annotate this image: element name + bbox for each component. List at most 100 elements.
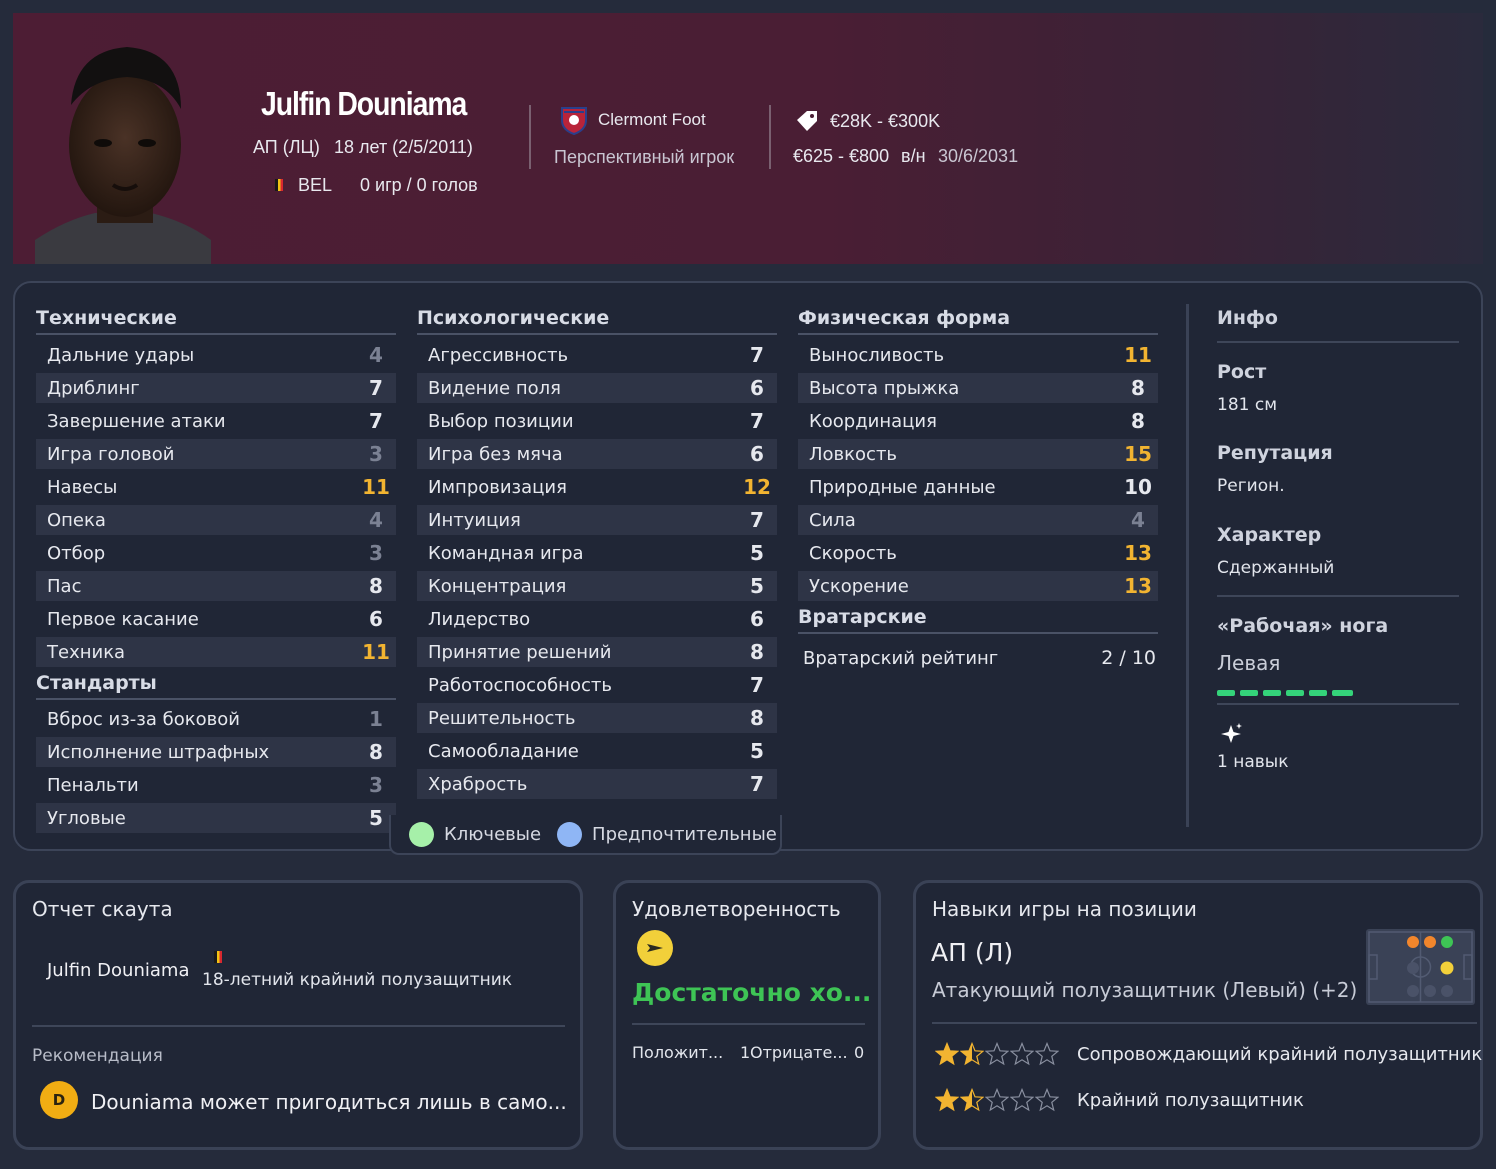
- attribute-row[interactable]: Пенальти 3: [36, 770, 396, 800]
- attribute-value: 4: [1131, 508, 1145, 532]
- attribute-value: 8: [1131, 376, 1145, 400]
- attribute-row[interactable]: Пас 8: [36, 571, 396, 601]
- scout-report-card[interactable]: Отчет скаута Julfin Douniama 18-летний к…: [13, 880, 583, 1150]
- attribute-row[interactable]: Выносливость 11: [798, 340, 1158, 370]
- negative-label: Отрицате...: [750, 1043, 848, 1062]
- attribute-row[interactable]: Импровизация 12: [417, 472, 777, 502]
- pitch-minimap[interactable]: [1366, 929, 1475, 1005]
- recommendation-label: Рекомендация: [32, 1046, 163, 1066]
- attribute-row[interactable]: Угловые 5: [36, 803, 396, 833]
- attribute-row[interactable]: Принятие решений 8: [417, 637, 777, 667]
- attribute-row[interactable]: Выбор позиции 7: [417, 406, 777, 436]
- attribute-label: Игра головой: [47, 443, 175, 465]
- player-stats: 0 игр / 0 голов: [360, 175, 478, 195]
- attribute-value: 1: [369, 707, 383, 731]
- role-name[interactable]: Крайний полузащитник: [1077, 1090, 1304, 1111]
- attribute-row[interactable]: Агрессивность 7: [417, 340, 777, 370]
- attribute-row[interactable]: Первое касание 6: [36, 604, 396, 634]
- attribute-legend: Ключевые Предпочтительные: [389, 815, 782, 855]
- star-icon: [985, 1042, 1009, 1066]
- scout-description: 18-летний крайний полузащитник: [202, 970, 513, 990]
- attribute-value: 6: [369, 607, 383, 631]
- attribute-row[interactable]: Дриблинг 7: [36, 373, 396, 403]
- attribute-value: 7: [750, 772, 764, 796]
- attribute-label: Скорость: [809, 542, 897, 564]
- attribute-label: Первое касание: [47, 608, 199, 630]
- attribute-value: 4: [369, 343, 383, 367]
- happiness-title: Удовлетворенность: [632, 897, 841, 921]
- legend-preferred-label[interactable]: Предпочтительные: [592, 823, 777, 845]
- attribute-row[interactable]: Отбор 3: [36, 538, 396, 568]
- player-age: 18 лет (2/5/2011): [334, 137, 473, 157]
- attribute-row[interactable]: Решительность 8: [417, 703, 777, 733]
- attribute-value: 8: [750, 640, 764, 664]
- personality-label: Характер: [1217, 524, 1322, 546]
- position-skills-card[interactable]: Навыки игры на позиции АП (Л) Атакующий …: [913, 880, 1483, 1150]
- attribute-label: Интуиция: [428, 509, 521, 531]
- attribute-label: Дальние удары: [47, 344, 195, 366]
- club-crest-icon[interactable]: [560, 105, 588, 135]
- attribute-row[interactable]: Видение поля 6: [417, 373, 777, 403]
- preferred-attributes-dot: [557, 821, 583, 847]
- happiness-arrow-icon: [637, 930, 673, 966]
- attribute-label: Опека: [47, 509, 106, 531]
- attribute-row[interactable]: Высота прыжка 8: [798, 373, 1158, 403]
- attribute-value: 10: [1124, 475, 1152, 499]
- attribute-value: 3: [369, 773, 383, 797]
- attribute-value: 11: [1124, 343, 1152, 367]
- attribute-row[interactable]: Природные данные 10: [798, 472, 1158, 502]
- section-technical: Технические: [36, 307, 396, 335]
- attribute-row[interactable]: Концентрация 5: [417, 571, 777, 601]
- attribute-label: Ловкость: [809, 443, 898, 465]
- role-name[interactable]: Сопровождающий крайний полузащитник: [1077, 1044, 1483, 1065]
- attribute-value: 12: [743, 475, 771, 499]
- attribute-row[interactable]: Лидерство 6: [417, 604, 777, 634]
- attribute-row[interactable]: Дальние удары 4: [36, 340, 396, 370]
- attribute-row[interactable]: Завершение атаки 7: [36, 406, 396, 436]
- attribute-row[interactable]: Ускорение 13: [798, 571, 1158, 601]
- attribute-row[interactable]: Навесы 11: [36, 472, 396, 502]
- section-mental: Психологические: [417, 307, 777, 335]
- star-icon: [960, 1088, 984, 1112]
- legend-key-label[interactable]: Ключевые: [444, 823, 542, 845]
- attribute-row[interactable]: Техника 11: [36, 637, 396, 667]
- attribute-label: Вратарский рейтинг: [803, 647, 999, 669]
- attribute-value: 11: [362, 475, 390, 499]
- section-physical: Физическая форма: [798, 307, 1158, 335]
- positive-count: 1: [740, 1043, 751, 1062]
- attribute-row[interactable]: Самообладание 5: [417, 736, 777, 766]
- attribute-row[interactable]: Скорость 13: [798, 538, 1158, 568]
- attribute-row[interactable]: Исполнение штрафных 8: [36, 737, 396, 767]
- attribute-row[interactable]: Вброс из-за боковой 1: [36, 704, 396, 734]
- attribute-row[interactable]: Вратарский рейтинг 2 / 10: [798, 643, 1158, 673]
- player-nation[interactable]: BEL: [298, 175, 333, 195]
- attribute-value: 8: [369, 574, 383, 598]
- attribute-row[interactable]: Координация 8: [798, 406, 1158, 436]
- attribute-row[interactable]: Игра без мяча 6: [417, 439, 777, 469]
- positive-label: Положит...: [632, 1043, 724, 1062]
- attribute-row[interactable]: Работоспособность 7: [417, 670, 777, 700]
- player-status: Перспективный игрок: [554, 147, 735, 167]
- attribute-value: 13: [1124, 574, 1152, 598]
- attribute-row[interactable]: Командная игра 5: [417, 538, 777, 568]
- foot-label: «Рабочая» нога: [1217, 615, 1389, 637]
- position-role: Атакующий полузащитник (Левый) (+2): [932, 978, 1358, 1002]
- attribute-label: Концентрация: [428, 575, 567, 597]
- attribute-row[interactable]: Интуиция 7: [417, 505, 777, 535]
- happiness-card[interactable]: Удовлетворенность Достаточно хо... Полож…: [613, 880, 881, 1150]
- attribute-value: 13: [1124, 541, 1152, 565]
- attribute-value: 3: [369, 541, 383, 565]
- attribute-label: Отбор: [47, 542, 106, 564]
- attribute-value: 6: [750, 376, 764, 400]
- attribute-row[interactable]: Храбрость 7: [417, 769, 777, 799]
- attribute-row[interactable]: Опека 4: [36, 505, 396, 535]
- attribute-label: Храбрость: [428, 773, 528, 795]
- club-name[interactable]: Clermont Foot: [598, 110, 706, 129]
- attribute-row[interactable]: Игра головой 3: [36, 439, 396, 469]
- scout-player-name[interactable]: Julfin Douniama: [47, 960, 190, 981]
- attribute-row[interactable]: Сила 4: [798, 505, 1158, 535]
- attribute-row[interactable]: Ловкость 15: [798, 439, 1158, 469]
- attribute-value: 7: [750, 409, 764, 433]
- traits-value[interactable]: 1 навык: [1217, 752, 1289, 772]
- foot-strength-segments: [1217, 690, 1353, 696]
